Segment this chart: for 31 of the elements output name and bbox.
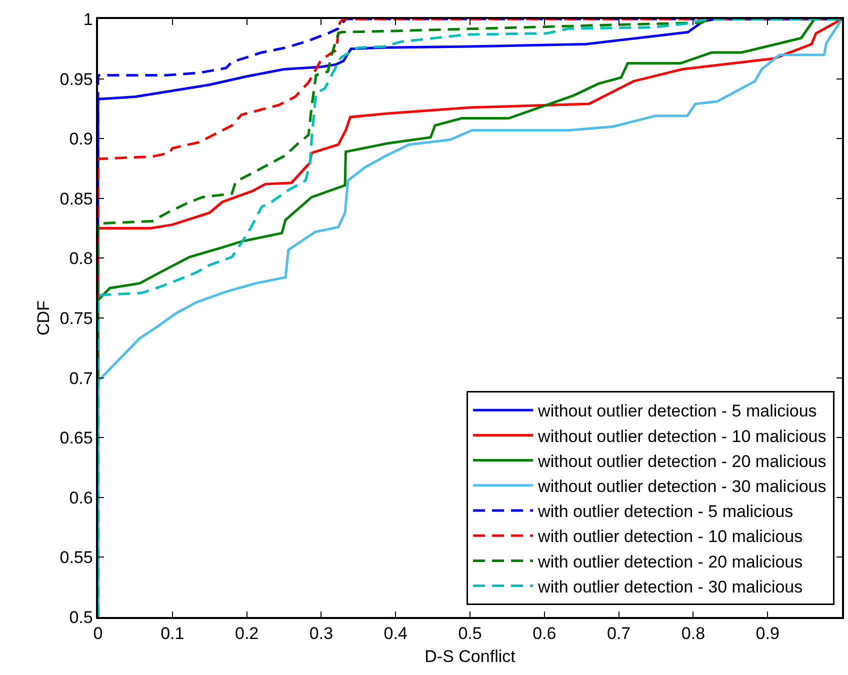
y-tick-label: 0.85 bbox=[60, 189, 93, 208]
legend-label: without outlier detection - 20 malicious bbox=[537, 452, 826, 471]
x-tick-label: 0.1 bbox=[160, 624, 184, 644]
y-axis-title: CDF bbox=[34, 300, 53, 336]
x-tick-label: 0 bbox=[93, 624, 103, 644]
legend-label: with outlier detection - 20 malicious bbox=[537, 552, 803, 572]
legend-label: with outlier detection - 10 malicious bbox=[537, 527, 803, 546]
legend-label: with outlier detection - 30 malicious bbox=[537, 577, 803, 596]
x-tick-label: 0.4 bbox=[384, 624, 408, 644]
x-axis-title: D-S Conflict bbox=[424, 647, 516, 666]
x-tick-label: 0.9 bbox=[756, 624, 780, 644]
y-tick-label: 0.6 bbox=[69, 488, 93, 508]
y-tick-label: 0.75 bbox=[60, 308, 93, 328]
y-tick-label: 0.8 bbox=[69, 249, 93, 268]
y-tick-label: 0.55 bbox=[60, 548, 93, 568]
y-tick-label: 0.9 bbox=[69, 130, 93, 149]
legend-label: without outlier detection - 30 malicious bbox=[537, 477, 826, 496]
y-tick-label: 0.5 bbox=[69, 608, 93, 627]
x-tick-label: 0.8 bbox=[681, 624, 706, 644]
y-tick-label: 1 bbox=[83, 10, 93, 29]
legend-label: without outlier detection - 5 malicious bbox=[537, 402, 817, 421]
y-tick-label: 0.95 bbox=[60, 70, 93, 89]
y-tick-label: 0.65 bbox=[60, 428, 93, 448]
legend-label: with outlier detection - 5 malicious bbox=[537, 502, 794, 522]
x-tick-label: 0.2 bbox=[234, 624, 259, 644]
x-tick-label: 0.7 bbox=[606, 624, 631, 644]
y-tick-label: 0.7 bbox=[69, 368, 93, 388]
x-tick-label: 0.6 bbox=[532, 624, 556, 644]
x-tick-label: 0.5 bbox=[458, 624, 482, 644]
legend-label: without outlier detection - 10 malicious bbox=[537, 426, 826, 446]
x-tick-label: 0.3 bbox=[309, 624, 334, 644]
